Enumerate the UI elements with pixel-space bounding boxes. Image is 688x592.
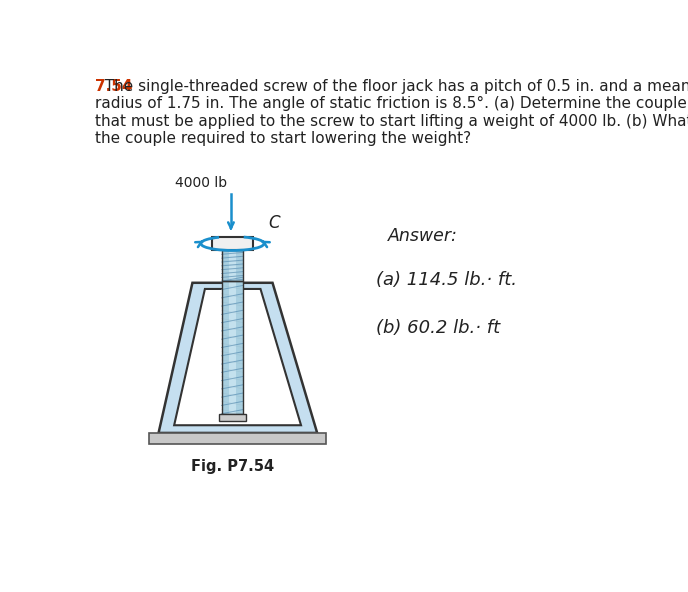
PathPatch shape bbox=[174, 289, 301, 425]
Bar bbox=[228, 281, 236, 414]
Bar bbox=[222, 250, 244, 281]
Bar bbox=[222, 250, 244, 281]
Bar bbox=[222, 281, 244, 414]
Text: 4000 lb: 4000 lb bbox=[175, 176, 227, 191]
PathPatch shape bbox=[158, 283, 317, 433]
Bar bbox=[228, 250, 236, 281]
Text: Fig. P7.54: Fig. P7.54 bbox=[191, 459, 274, 474]
Text: (a) 114.5 lb.· ft.: (a) 114.5 lb.· ft. bbox=[376, 271, 517, 289]
Text: Answer:: Answer: bbox=[388, 227, 458, 244]
Text: The single-threaded screw of the floor jack has a pitch of 0.5 in. and a mean
ra: The single-threaded screw of the floor j… bbox=[96, 79, 688, 146]
Text: C: C bbox=[268, 214, 279, 232]
Bar bbox=[149, 433, 326, 444]
Bar bbox=[219, 414, 246, 422]
Bar bbox=[212, 237, 253, 250]
Text: (b) 60.2 lb.· ft: (b) 60.2 lb.· ft bbox=[376, 319, 501, 337]
Bar bbox=[222, 281, 244, 414]
Text: 7.54: 7.54 bbox=[96, 79, 133, 94]
